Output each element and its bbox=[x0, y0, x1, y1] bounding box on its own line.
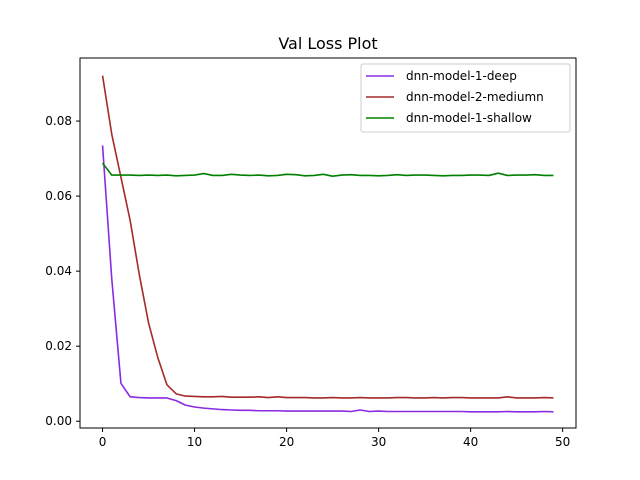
x-tick-label-0: 0 bbox=[99, 435, 107, 449]
y-tick-label-2: 0.04 bbox=[45, 264, 72, 278]
y-tick-label-0: 0.00 bbox=[45, 414, 72, 428]
x-tick-label-50: 50 bbox=[555, 435, 570, 449]
legend-label-0: dnn-model-1-deep bbox=[406, 69, 517, 83]
x-axis: 0 10 20 30 40 50 bbox=[99, 428, 570, 449]
y-tick-label-3: 0.06 bbox=[45, 189, 72, 203]
y-tick-label-4: 0.08 bbox=[45, 114, 72, 128]
series-layer bbox=[101, 75, 554, 413]
y-tick-label-1: 0.02 bbox=[45, 339, 72, 353]
legend: dnn-model-1-deep dnn-model-2-mediumn dnn-m… bbox=[360, 63, 571, 133]
series-line-1 bbox=[101, 75, 554, 399]
y-axis: 0.00 0.02 0.04 0.06 0.08 bbox=[45, 114, 80, 428]
x-tick-label-30: 30 bbox=[371, 435, 386, 449]
chart-title: Val Loss Plot bbox=[278, 34, 377, 53]
series-line-0 bbox=[101, 145, 554, 413]
x-tick-label-10: 10 bbox=[187, 435, 202, 449]
x-tick-label-40: 40 bbox=[463, 435, 478, 449]
legend-label-1: dnn-model-2-mediumn bbox=[406, 90, 544, 104]
legend-box bbox=[360, 63, 571, 133]
series-line-2 bbox=[101, 162, 554, 177]
plot-frame bbox=[79, 57, 577, 429]
x-tick-label-20: 20 bbox=[279, 435, 294, 449]
legend-label-2: dnn-model-1-shallow bbox=[406, 111, 532, 125]
